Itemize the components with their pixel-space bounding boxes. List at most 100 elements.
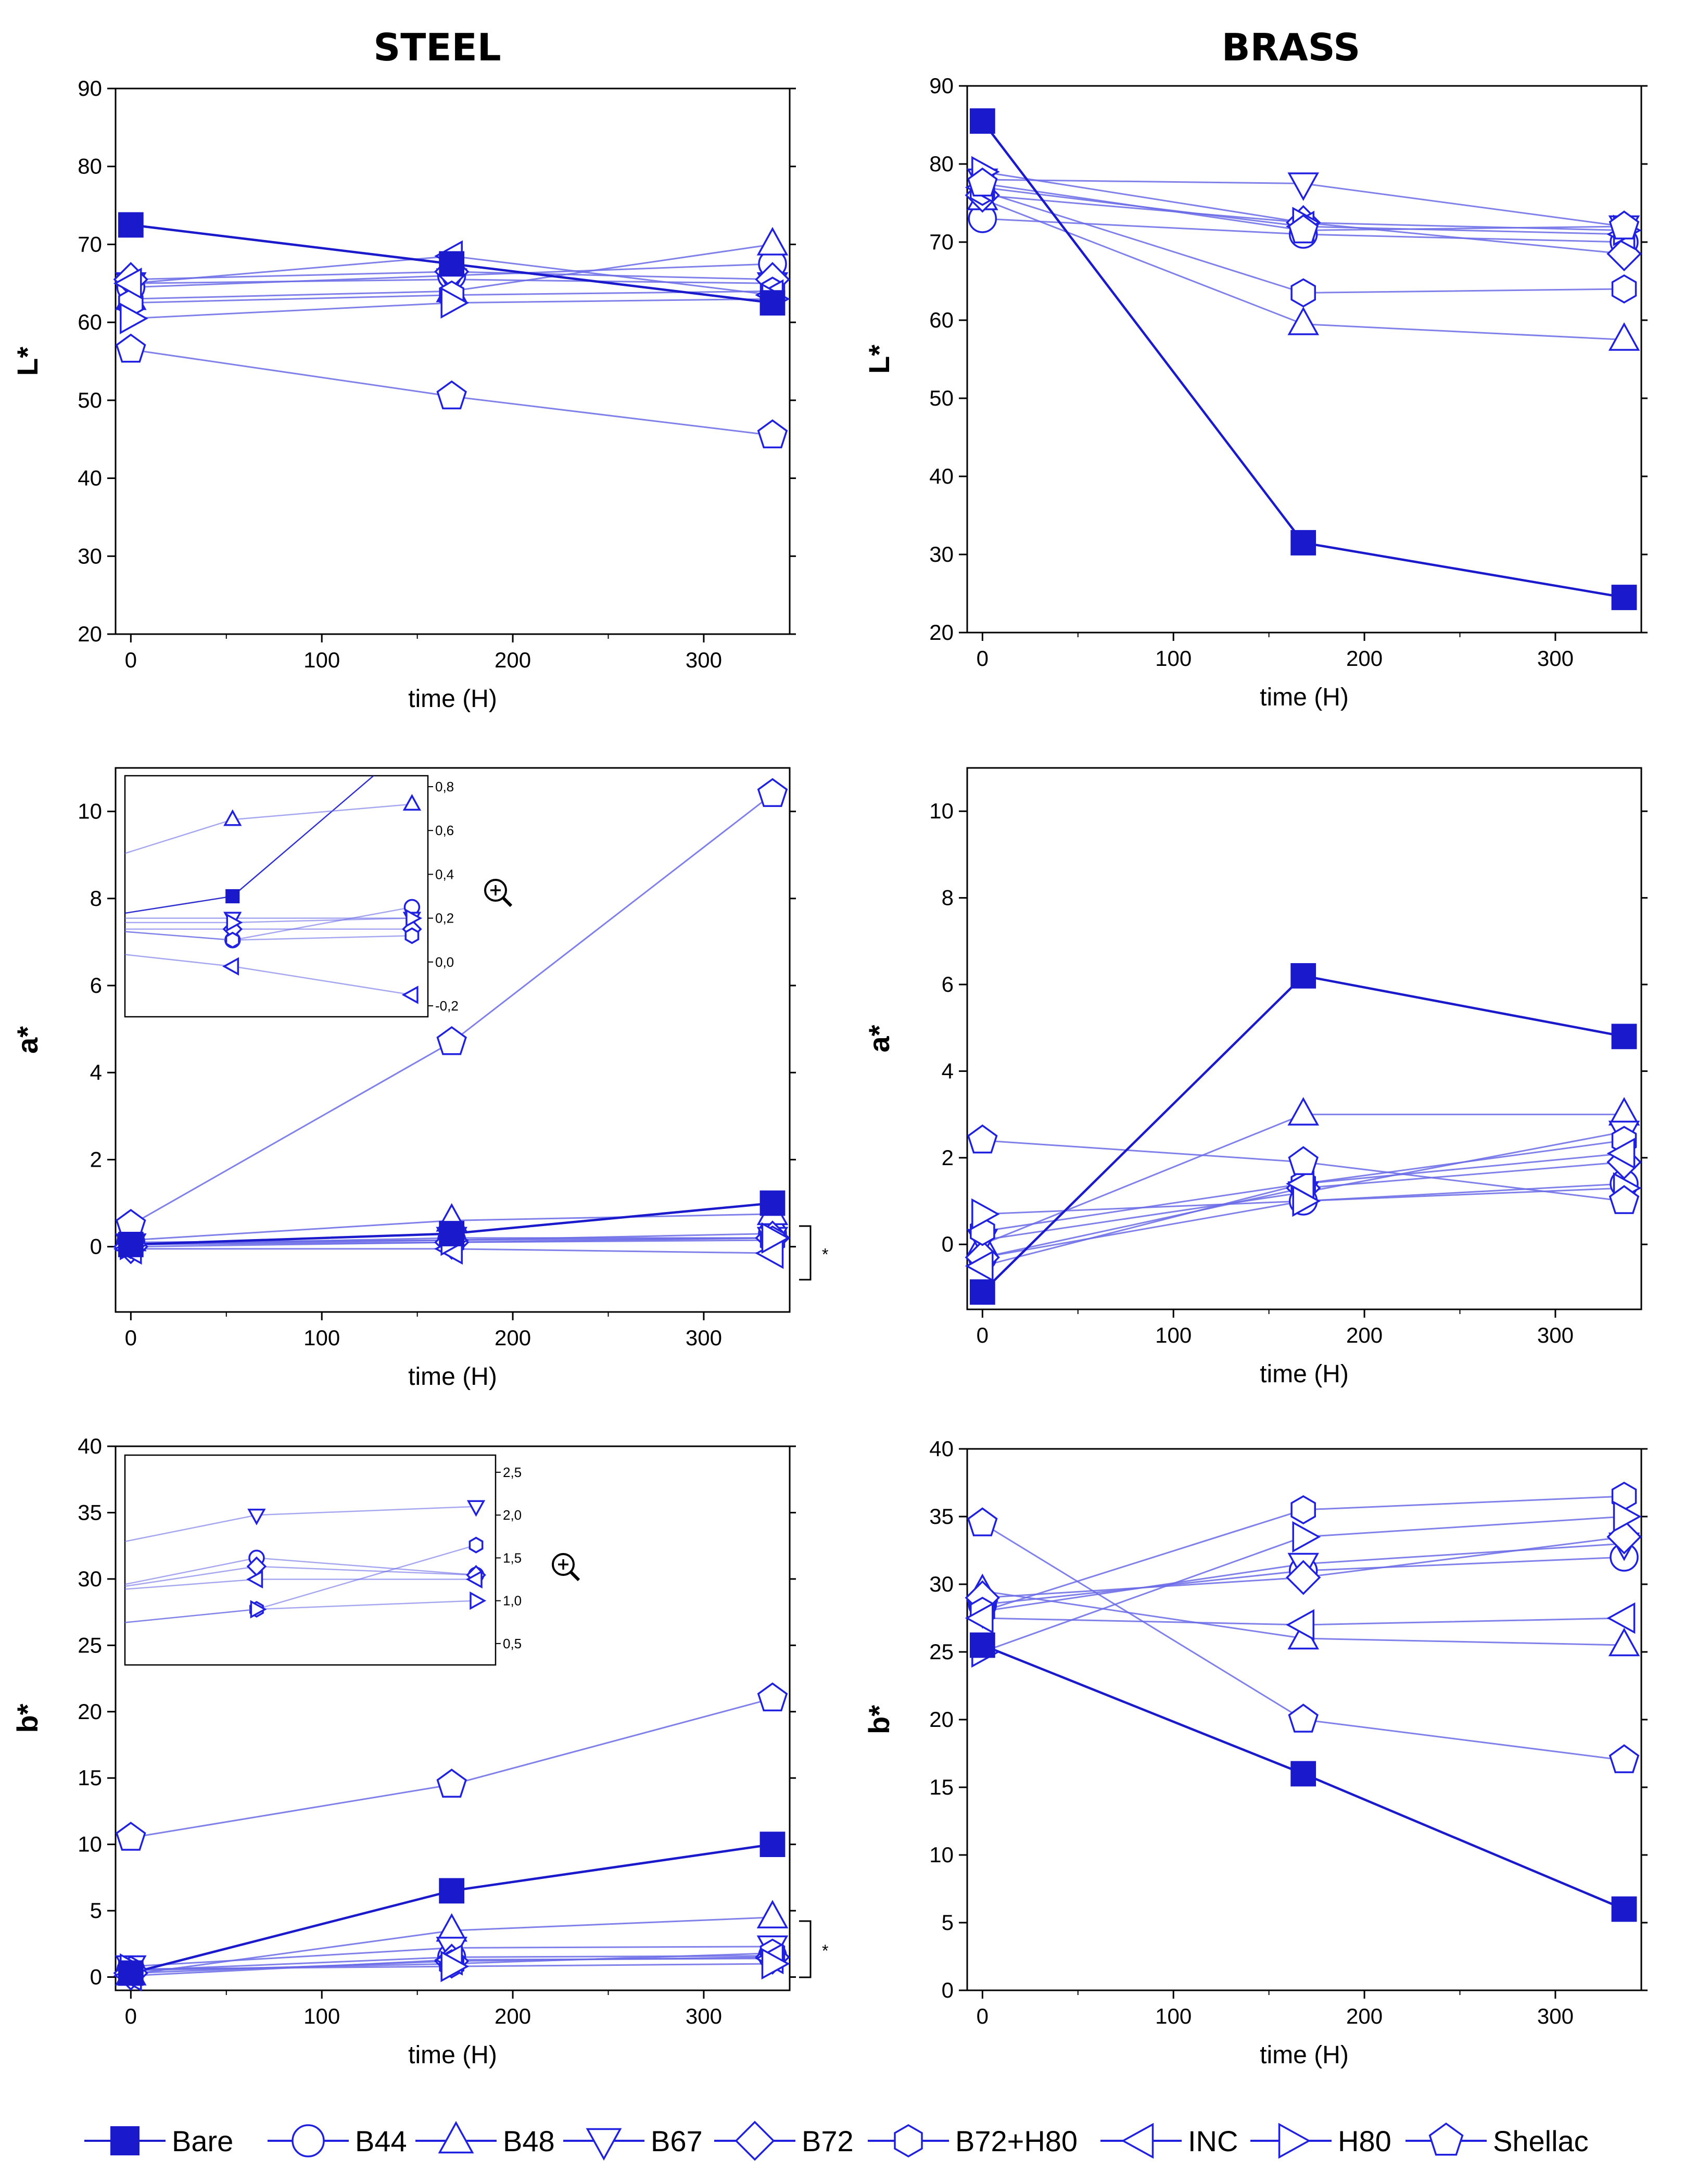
legend-label: H80	[1338, 2125, 1391, 2157]
point-shellac	[967, 1124, 998, 1154]
legend-item-b48: B48	[415, 2120, 555, 2157]
point-bare	[118, 212, 144, 238]
point-h80	[440, 1950, 470, 1983]
inset-point-b72-h80	[225, 931, 240, 949]
point-shellac	[1288, 1146, 1319, 1176]
point-shellac	[967, 1507, 998, 1536]
inset-tick-label: 2,0	[503, 1507, 522, 1523]
y-tick-label: 80	[78, 154, 102, 179]
legend-item-b72: B72	[714, 2120, 854, 2161]
y-tick-label: 10	[929, 799, 954, 823]
inset-steel_b: 2,5 2,0 1,5 1,0 0,5	[124, 1454, 580, 1666]
y-tick-label: 4	[90, 1060, 102, 1084]
legend-item-b67: B67	[563, 2125, 703, 2161]
point-inc	[965, 1250, 994, 1282]
point-inc	[1286, 1609, 1314, 1641]
point-bare	[1611, 1896, 1637, 1922]
x-tick-label: 100	[1155, 646, 1192, 671]
point-shellac	[1288, 214, 1319, 244]
y-tick-label: 20	[78, 1699, 102, 1724]
y-tick-label: 90	[929, 73, 954, 98]
inset-point-b72-h80	[404, 927, 420, 944]
magnifier-plus-icon	[552, 1553, 580, 1582]
y-tick-label: 0	[942, 1232, 954, 1256]
y-tick-label: 30	[78, 544, 102, 568]
inset-frame	[124, 775, 429, 1018]
legend-label: Shellac	[1493, 2125, 1589, 2157]
y-tick-label: 35	[929, 1504, 954, 1529]
legend-item-h80: H80	[1250, 2123, 1391, 2159]
point-bare	[1611, 585, 1637, 610]
inset-tick-label: -0,2	[435, 998, 459, 1014]
inset-point-h80	[250, 1600, 267, 1619]
plot-frame	[966, 767, 1642, 1310]
inset-point-inc	[222, 957, 239, 976]
y-tick-label: 60	[929, 308, 954, 332]
point-bare	[759, 1190, 786, 1216]
y-tick-label: 70	[929, 230, 954, 254]
legend: Bare B44 B48 B67 B72 B72+H80 INC H80 Shellac	[84, 2120, 1589, 2161]
point-shellac	[757, 1682, 788, 1712]
legend-label: B72	[802, 2125, 854, 2157]
point-b48	[756, 1900, 789, 1929]
x-tick-label: 100	[1155, 2004, 1192, 2028]
point-shellac	[1609, 1185, 1640, 1214]
series-line-bare	[981, 974, 1625, 1293]
y-tick-label: 15	[929, 1775, 954, 1799]
y-tick-label: 0	[942, 1978, 954, 2002]
point-shellac	[436, 1769, 467, 1798]
point-b48	[1287, 306, 1319, 335]
point-h80	[440, 287, 470, 319]
point-bare	[969, 1632, 995, 1658]
legend-marker-b72-h80	[894, 2124, 923, 2158]
legend-item-bare: Bare	[84, 2125, 233, 2157]
point-bare	[118, 1232, 144, 1257]
point-bare	[1611, 1024, 1637, 1050]
legend-marker-bare	[110, 2126, 140, 2155]
inset-point-inc	[401, 986, 419, 1004]
x-tick-label: 300	[686, 648, 722, 672]
legend-item-inc: INC	[1100, 2123, 1238, 2159]
y-tick-label: 10	[929, 1842, 954, 1867]
chart-steel_L: 20 30 40 50 60 70 80 90 0 100 200 300 time (H) L*	[11, 76, 796, 713]
point-h80	[120, 302, 148, 334]
point-shellac	[436, 1026, 467, 1055]
magnifier-plus-icon	[484, 879, 513, 907]
x-tick-label: 100	[303, 1325, 340, 1350]
point-bare	[439, 251, 465, 277]
y-axis-label: b*	[11, 1703, 44, 1733]
x-tick-label: 200	[495, 2004, 531, 2028]
point-shellac	[757, 419, 788, 449]
y-tick-label: 30	[78, 1567, 102, 1591]
y-tick-label: 6	[942, 972, 954, 996]
x-tick-label: 0	[125, 648, 137, 672]
y-tick-label: 20	[929, 620, 954, 645]
point-shellac	[436, 380, 467, 410]
y-tick-label: 2	[90, 1147, 102, 1171]
x-tick-label: 100	[303, 648, 340, 672]
y-tick-label: 5	[942, 1910, 954, 1935]
inset-tick-label: 0,8	[435, 779, 454, 794]
steel-column-title: STEEL	[373, 26, 501, 69]
inset-frame	[124, 1454, 497, 1666]
point-b48	[1608, 1627, 1640, 1657]
x-tick-label: 200	[495, 648, 531, 672]
legend-marker-b44	[292, 2124, 325, 2157]
point-b48	[1287, 1097, 1319, 1126]
y-tick-label: 50	[929, 386, 954, 410]
y-tick-label: 40	[78, 466, 102, 490]
y-tick-label: 2	[942, 1145, 954, 1170]
legend-item-shellac: Shellac	[1406, 2122, 1589, 2157]
x-axis-label: time (H)	[408, 2041, 497, 2069]
inset-point-b48	[402, 793, 422, 811]
inset-tick-label: 2,5	[503, 1465, 522, 1480]
legend-label: B48	[503, 2125, 555, 2157]
y-tick-label: 35	[78, 1500, 102, 1524]
y-tick-label: 30	[929, 542, 954, 566]
point-inc	[965, 1602, 994, 1634]
legend-marker-b67	[586, 2128, 622, 2161]
